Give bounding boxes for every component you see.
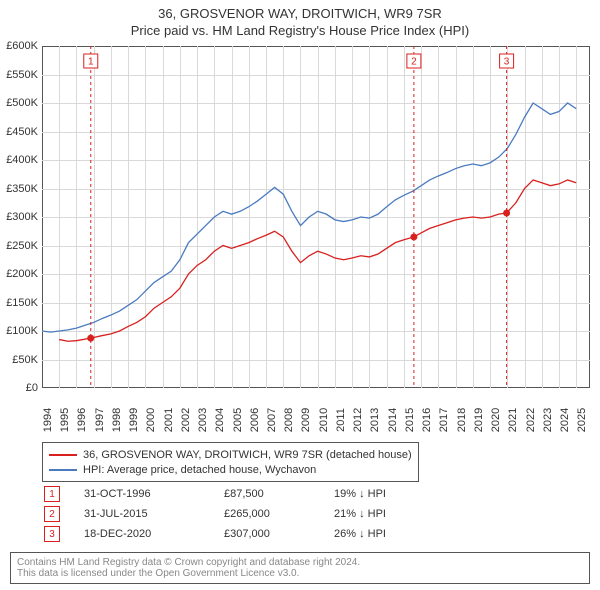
event-table: 1 31-OCT-1996£87,50019% ↓ HPI 2 31-JUL-2015…	[42, 484, 590, 544]
svg-text:3: 3	[504, 57, 510, 68]
legend-swatch	[49, 469, 77, 471]
attribution-box: Contains HM Land Registry data © Crown c…	[10, 552, 590, 584]
event-row: 1 31-OCT-1996£87,50019% ↓ HPI	[42, 484, 590, 504]
legend-box: 36, GROSVENOR WAY, DROITWICH, WR9 7SR (d…	[42, 442, 419, 482]
chart-container: { "titles": { "line1": "36, GROSVENOR WA…	[0, 0, 600, 590]
event-marker-box: 1	[44, 486, 60, 502]
event-date: 31-OCT-1996	[84, 488, 224, 500]
event-price: £265,000	[224, 508, 334, 520]
attribution-line-1: Contains HM Land Registry data © Crown c…	[17, 557, 583, 568]
attribution-line-2: This data is licensed under the Open Gov…	[17, 568, 583, 579]
event-row: 2 31-JUL-2015£265,00021% ↓ HPI	[42, 504, 590, 524]
legend-label: 36, GROSVENOR WAY, DROITWICH, WR9 7SR (d…	[83, 449, 412, 461]
event-price: £87,500	[224, 488, 334, 500]
legend-swatch	[49, 454, 77, 456]
event-price: £307,000	[224, 528, 334, 540]
event-pct: 19% ↓ HPI	[334, 488, 454, 500]
legend-row: HPI: Average price, detached house, Wych…	[49, 462, 412, 477]
svg-text:1: 1	[88, 57, 94, 68]
event-date: 18-DEC-2020	[84, 528, 224, 540]
legend-label: HPI: Average price, detached house, Wych…	[83, 464, 316, 476]
svg-text:2: 2	[411, 57, 417, 68]
event-pct: 26% ↓ HPI	[334, 528, 454, 540]
event-row: 3 18-DEC-2020£307,00026% ↓ HPI	[42, 524, 590, 544]
event-date: 31-JUL-2015	[84, 508, 224, 520]
event-pct: 21% ↓ HPI	[334, 508, 454, 520]
event-marker-box: 2	[44, 506, 60, 522]
event-marker-box: 3	[44, 526, 60, 542]
legend-row: 36, GROSVENOR WAY, DROITWICH, WR9 7SR (d…	[49, 447, 412, 462]
